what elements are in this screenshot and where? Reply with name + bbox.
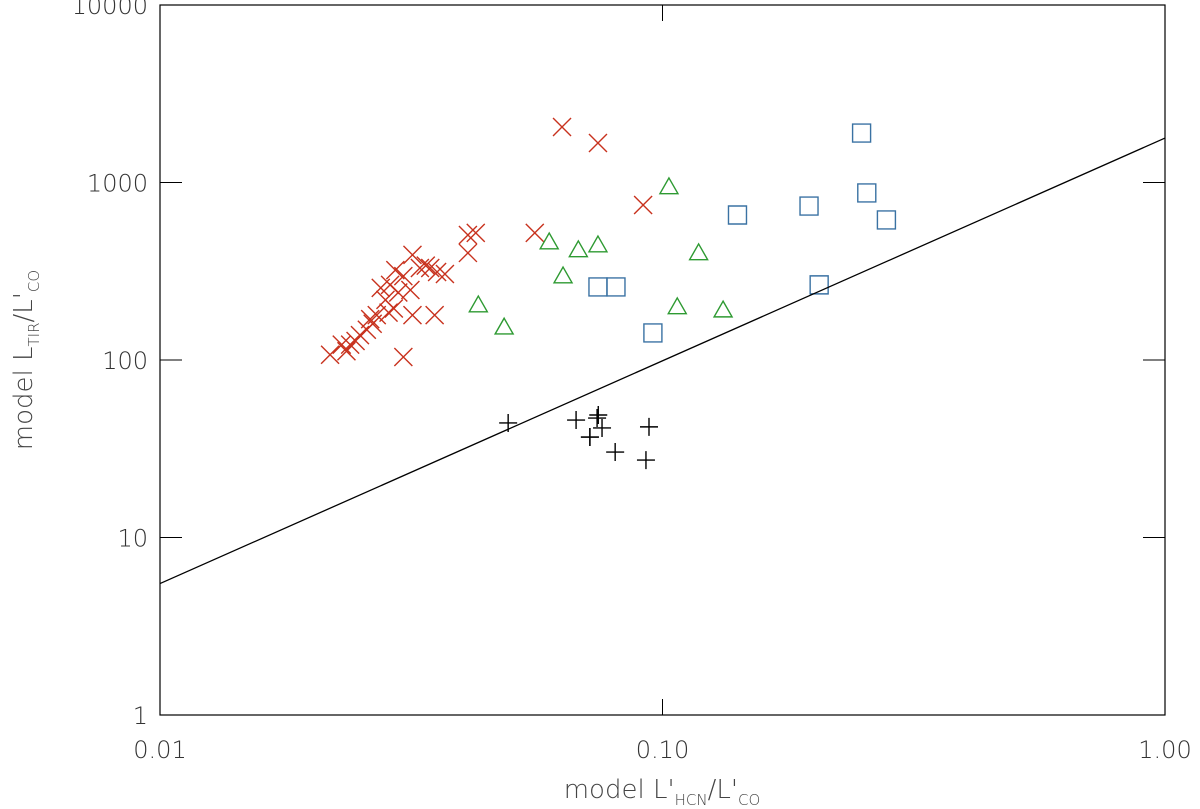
point bbox=[320, 345, 340, 365]
point bbox=[606, 277, 626, 297]
point bbox=[388, 283, 408, 303]
point bbox=[385, 260, 405, 280]
point bbox=[636, 451, 655, 470]
point bbox=[402, 245, 422, 265]
point bbox=[363, 314, 383, 334]
y-tick-label: 100 bbox=[102, 347, 148, 375]
fit-line bbox=[159, 137, 1166, 585]
point bbox=[400, 280, 420, 300]
point bbox=[416, 256, 436, 276]
point bbox=[384, 299, 404, 319]
point bbox=[393, 266, 413, 286]
point bbox=[643, 323, 663, 343]
x-label-sub: HCN bbox=[675, 791, 708, 809]
point bbox=[410, 258, 430, 278]
x-axis-label: model L'HCN/L'CO bbox=[564, 775, 761, 809]
point bbox=[420, 258, 440, 278]
point bbox=[857, 183, 877, 203]
point bbox=[468, 294, 489, 313]
point bbox=[393, 347, 413, 367]
point bbox=[727, 205, 748, 225]
point bbox=[712, 299, 734, 318]
point bbox=[458, 225, 478, 245]
point bbox=[567, 411, 586, 430]
point bbox=[876, 210, 897, 230]
point bbox=[379, 303, 399, 323]
x-tick-label: 0.10 bbox=[636, 736, 689, 764]
point bbox=[606, 443, 625, 462]
y-label-part: /L' bbox=[9, 292, 39, 322]
point bbox=[588, 409, 607, 428]
point bbox=[633, 195, 653, 215]
point bbox=[589, 405, 608, 424]
point bbox=[493, 316, 515, 335]
point bbox=[346, 331, 366, 351]
y-tick-label: 10 bbox=[117, 525, 148, 553]
point bbox=[525, 223, 545, 243]
x-label-sub: CO bbox=[738, 791, 760, 809]
y-axis-label: model LTIR/L'CO bbox=[9, 270, 43, 450]
plot-frame bbox=[159, 4, 1166, 716]
point bbox=[688, 242, 709, 261]
y-label-sub: TIR bbox=[25, 322, 43, 346]
point bbox=[552, 265, 574, 284]
point bbox=[587, 234, 609, 253]
y-label-sub: CO bbox=[25, 270, 43, 292]
point bbox=[799, 196, 819, 216]
point bbox=[588, 133, 608, 153]
point bbox=[360, 309, 380, 329]
y-tick-label: 1000 bbox=[87, 170, 148, 198]
point bbox=[552, 117, 572, 137]
point bbox=[332, 335, 352, 355]
point bbox=[538, 231, 560, 250]
y-tick-label: 10000 bbox=[72, 0, 148, 20]
y-label-part: model L bbox=[9, 346, 39, 450]
point bbox=[588, 277, 608, 297]
x-tick-label: 0.01 bbox=[133, 736, 186, 764]
point bbox=[658, 176, 680, 195]
point bbox=[667, 296, 688, 315]
point bbox=[466, 223, 486, 243]
x-label-part: /L' bbox=[708, 775, 738, 805]
point bbox=[568, 239, 589, 258]
point bbox=[458, 243, 478, 263]
point bbox=[425, 305, 445, 325]
point bbox=[371, 278, 391, 298]
y-tick-label: 1 bbox=[133, 702, 148, 730]
point bbox=[336, 341, 356, 361]
point bbox=[402, 305, 422, 325]
point bbox=[435, 264, 455, 284]
point bbox=[340, 335, 360, 355]
point bbox=[639, 417, 658, 436]
x-label-part: model L' bbox=[564, 775, 675, 805]
point bbox=[593, 418, 612, 437]
point bbox=[809, 275, 829, 295]
point bbox=[851, 123, 872, 143]
x-tick-label: 1.00 bbox=[1138, 736, 1191, 764]
point bbox=[580, 428, 599, 447]
point bbox=[427, 262, 447, 282]
